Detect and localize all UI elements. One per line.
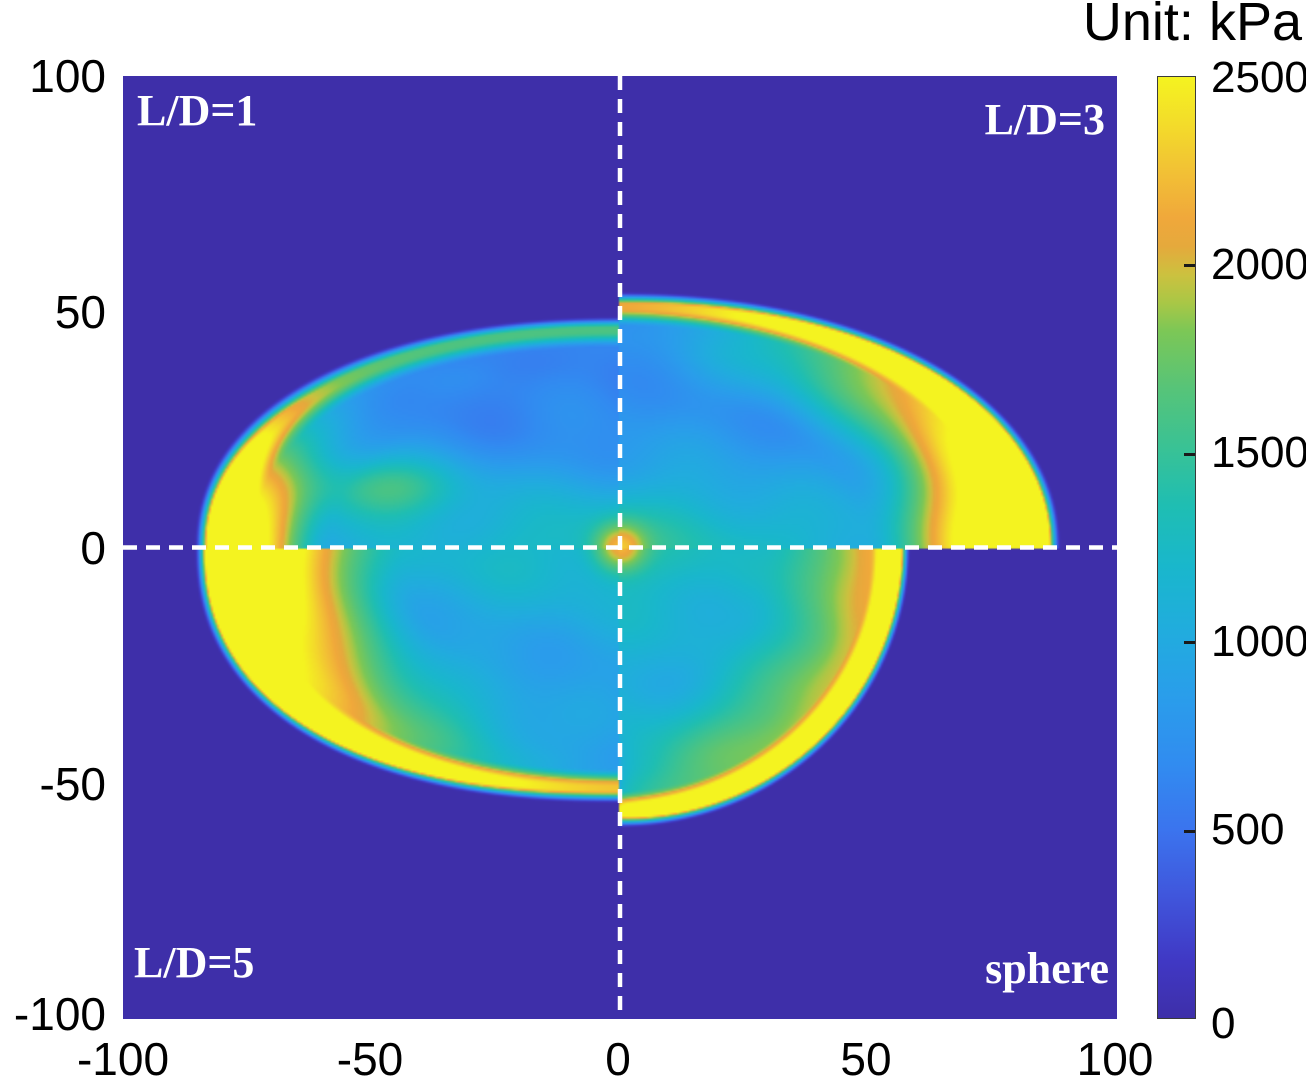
- colorbar-tick-label: 500: [1211, 805, 1285, 854]
- x-tick-label: 0: [605, 1033, 631, 1085]
- colorbar-tick-label: 2000: [1211, 240, 1306, 289]
- colorbar-tick-label: 0: [1211, 999, 1236, 1048]
- y-tick-label: 0: [80, 522, 106, 574]
- y-tick-label: 50: [54, 286, 106, 338]
- quadrant-label-bottom-right: sphere: [985, 944, 1109, 993]
- pressure-heatmap: [123, 76, 1117, 1019]
- colorbar-tick: [1184, 641, 1195, 644]
- colorbar-tick: [1184, 264, 1195, 267]
- y-tick-label: -100: [13, 988, 106, 1040]
- x-tick-label: 50: [840, 1033, 892, 1085]
- y-tick-label: -50: [39, 758, 106, 810]
- x-tick-label: 100: [1076, 1033, 1154, 1085]
- y-tick-label: 100: [29, 50, 106, 102]
- colorbar-tick-label: 2500: [1211, 53, 1306, 102]
- colorbar-tick: [1184, 830, 1195, 833]
- colorbar-title: Unit: kPa: [1082, 0, 1302, 52]
- colorbar-tick: [1184, 453, 1195, 456]
- x-tick-label: -50: [336, 1033, 404, 1085]
- quadrant-label-bottom-left: L/D=5: [134, 938, 255, 987]
- quadrant-label-top-right: L/D=3: [984, 95, 1105, 144]
- colorbar: [1157, 76, 1196, 1019]
- colorbar-tick-label: 1500: [1211, 428, 1306, 477]
- heatmap-plot-area: L/D=1 L/D=3 L/D=5 sphere: [123, 76, 1117, 1019]
- colorbar-tick-label: 1000: [1211, 617, 1306, 666]
- x-tick-label: -100: [76, 1033, 170, 1085]
- quadrant-label-top-left: L/D=1: [137, 86, 258, 135]
